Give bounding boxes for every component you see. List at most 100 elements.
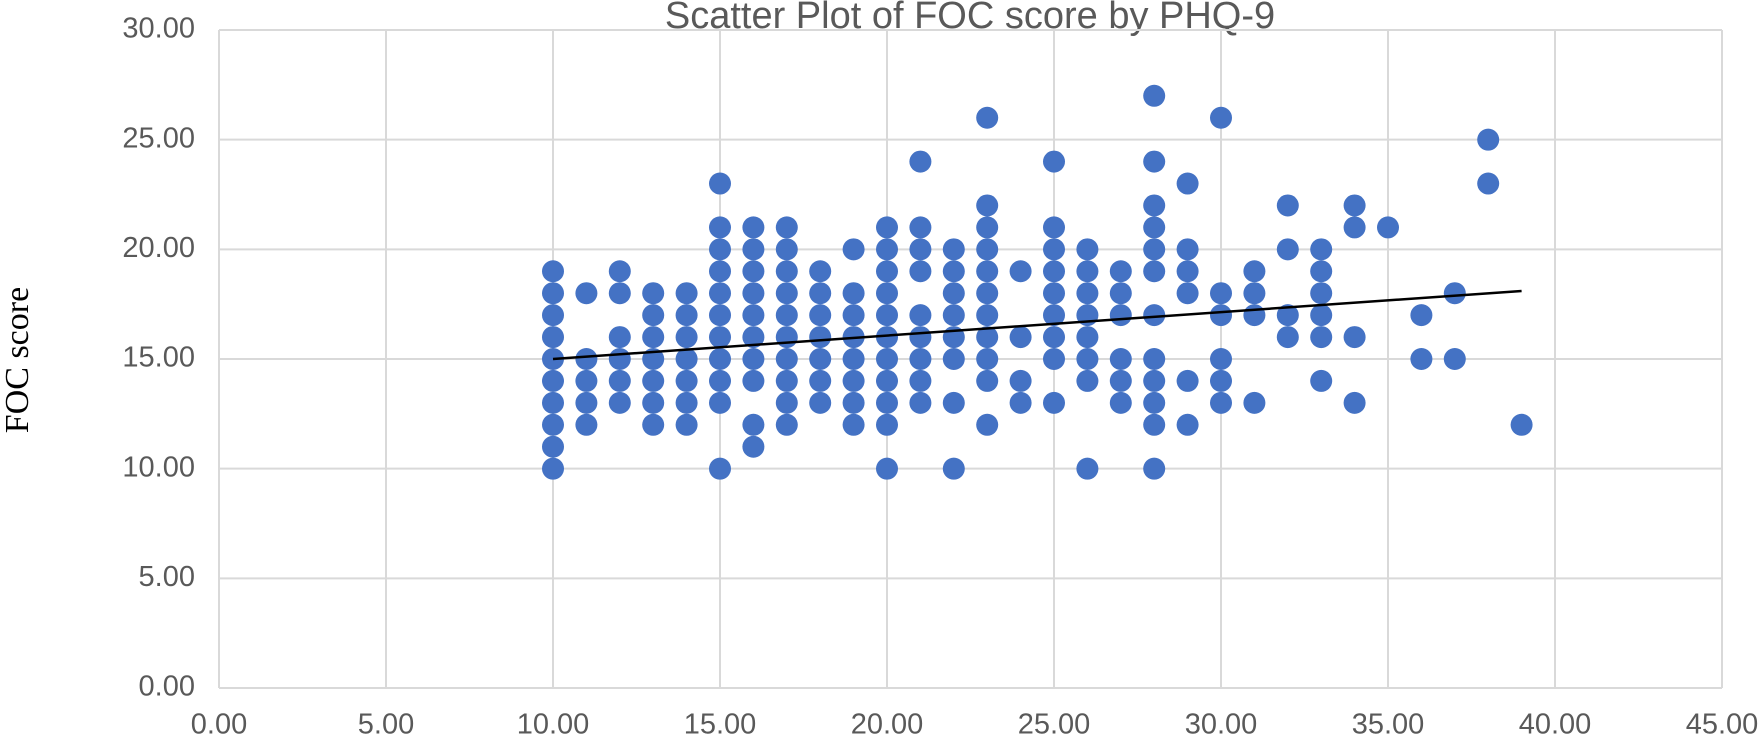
point xyxy=(1310,282,1333,305)
x-tick-label: 10.00 xyxy=(517,709,590,741)
point xyxy=(909,304,932,327)
point xyxy=(742,369,765,392)
point xyxy=(876,326,898,349)
point xyxy=(709,216,731,239)
point xyxy=(1210,348,1232,370)
point xyxy=(742,260,765,283)
point xyxy=(1276,326,1299,349)
point xyxy=(976,238,999,261)
point xyxy=(1043,326,1065,349)
point xyxy=(675,391,698,414)
point xyxy=(876,304,898,327)
point xyxy=(709,282,731,305)
point xyxy=(709,304,731,327)
point xyxy=(976,413,999,436)
point xyxy=(1076,326,1099,349)
point xyxy=(1243,282,1266,305)
point xyxy=(876,391,898,414)
point xyxy=(842,369,865,392)
point xyxy=(942,238,965,261)
point xyxy=(1143,216,1166,239)
point xyxy=(976,326,999,349)
point xyxy=(1076,260,1099,283)
y-tick-label: 15.00 xyxy=(122,342,195,374)
point xyxy=(1076,369,1099,392)
point xyxy=(742,304,765,327)
point xyxy=(608,348,631,370)
point xyxy=(608,369,631,392)
point xyxy=(1210,391,1232,414)
point xyxy=(1076,348,1099,370)
x-tick-label: 40.00 xyxy=(1519,709,1592,741)
point xyxy=(842,238,865,261)
point xyxy=(642,282,665,305)
x-tick-label: 25.00 xyxy=(1018,709,1091,741)
x-tick-label: 35.00 xyxy=(1352,709,1425,741)
point xyxy=(976,282,999,305)
point xyxy=(1143,194,1166,217)
point xyxy=(709,238,731,261)
point xyxy=(742,326,765,349)
point xyxy=(976,260,999,283)
point xyxy=(842,348,865,370)
x-tick-label: 30.00 xyxy=(1185,709,1258,741)
point xyxy=(876,457,898,480)
point xyxy=(1410,304,1433,327)
point xyxy=(1043,282,1065,305)
point xyxy=(876,369,898,392)
point xyxy=(642,326,665,349)
point xyxy=(742,282,765,305)
point xyxy=(976,106,999,129)
point xyxy=(876,216,898,239)
point xyxy=(1310,326,1333,349)
point xyxy=(1109,369,1132,392)
x-tick-label: 0.00 xyxy=(191,709,247,741)
point xyxy=(1076,282,1099,305)
point xyxy=(1343,216,1366,239)
point xyxy=(1043,304,1065,327)
point xyxy=(675,282,698,305)
point xyxy=(608,282,631,305)
point xyxy=(542,326,564,349)
point xyxy=(775,391,798,414)
x-tick-label: 5.00 xyxy=(358,709,414,741)
point xyxy=(809,326,832,349)
point xyxy=(742,435,765,458)
point xyxy=(942,391,965,414)
point xyxy=(575,282,598,305)
x-tick-label: 45.00 xyxy=(1686,709,1759,741)
point xyxy=(1310,304,1333,327)
point xyxy=(775,260,798,283)
point xyxy=(542,457,564,480)
point xyxy=(1143,84,1166,107)
point xyxy=(742,413,765,436)
point xyxy=(642,413,665,436)
y-tick-label: 20.00 xyxy=(122,232,195,264)
trendline xyxy=(552,289,1522,361)
y-tick-label: 30.00 xyxy=(122,13,195,45)
point xyxy=(1143,304,1166,327)
point xyxy=(1510,413,1533,436)
point xyxy=(775,216,798,239)
point xyxy=(642,369,665,392)
point xyxy=(542,435,564,458)
point xyxy=(775,348,798,370)
point xyxy=(1143,260,1166,283)
point xyxy=(909,150,932,173)
point xyxy=(575,413,598,436)
point xyxy=(608,260,631,283)
point xyxy=(1043,150,1065,173)
point xyxy=(809,369,832,392)
point xyxy=(675,304,698,327)
point xyxy=(1243,391,1266,414)
point xyxy=(909,391,932,414)
point xyxy=(876,413,898,436)
point xyxy=(1176,260,1199,283)
point xyxy=(542,304,564,327)
point xyxy=(1443,348,1466,370)
point xyxy=(842,282,865,305)
point xyxy=(775,326,798,349)
point xyxy=(1176,413,1199,436)
point xyxy=(909,216,932,239)
point xyxy=(1276,238,1299,261)
